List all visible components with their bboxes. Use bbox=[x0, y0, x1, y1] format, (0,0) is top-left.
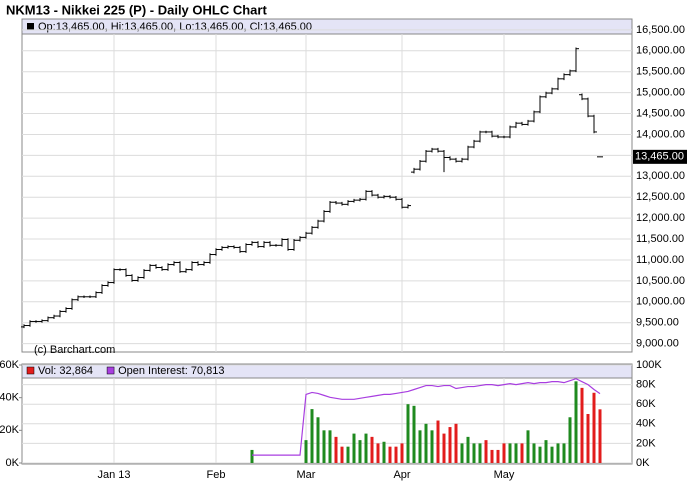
volume-bar bbox=[598, 409, 602, 463]
y-tick-label: 0K bbox=[6, 457, 20, 469]
volume-bar bbox=[532, 443, 536, 463]
volume-bar bbox=[508, 443, 512, 463]
last-price-label: 13,465.00 bbox=[635, 151, 684, 163]
y-tick-label: 10,000.00 bbox=[636, 296, 685, 308]
y-tick-label: 9,000.00 bbox=[636, 338, 679, 350]
volume-bar bbox=[556, 443, 560, 463]
volume-bar bbox=[328, 430, 332, 463]
y2-tick-label: 60K bbox=[636, 398, 656, 410]
volume-bar bbox=[424, 423, 428, 463]
info-text: Op:13,465.00, Hi:13,465.00, Lo:13,465.00… bbox=[38, 21, 312, 33]
source-text: (c) Barchart.com bbox=[34, 344, 115, 356]
volume-bar bbox=[340, 446, 344, 463]
volume-bar bbox=[388, 446, 392, 463]
plot-layer: 9,000.00 9,500.00 10,000.00 10,500.00 11,000… bbox=[0, 24, 687, 481]
volume-bar bbox=[352, 433, 356, 463]
price-panel bbox=[21, 18, 633, 353]
y-tick-label: 11,500.00 bbox=[636, 233, 684, 245]
legend-label: Open Interest: 70,813 bbox=[118, 365, 224, 377]
volume-bar bbox=[250, 449, 254, 463]
legend-swatch bbox=[26, 366, 35, 375]
volume-bar bbox=[418, 430, 422, 463]
volume-bar bbox=[442, 433, 446, 463]
volume-bar bbox=[334, 436, 338, 463]
y-tick-label: 16,000.00 bbox=[636, 45, 685, 57]
volume-bar bbox=[568, 417, 572, 463]
y-tick-label: 9,500.00 bbox=[636, 317, 679, 329]
x-tick-label: Apr bbox=[393, 469, 410, 481]
info-icon bbox=[27, 23, 34, 30]
x-tick-label: Mar bbox=[297, 469, 316, 481]
volume-bar bbox=[502, 443, 506, 463]
y-tick-label: 60K bbox=[0, 359, 20, 371]
volume-bar bbox=[412, 405, 416, 463]
volume-bar bbox=[562, 443, 566, 463]
volume-bar bbox=[592, 392, 596, 463]
volume-bar bbox=[448, 427, 452, 463]
volume-bar bbox=[370, 436, 374, 463]
volume-bar bbox=[538, 446, 542, 463]
volume-bar bbox=[322, 430, 326, 463]
y-tick-label: 16,500.00 bbox=[636, 24, 685, 36]
volume-bar bbox=[586, 414, 590, 463]
volume-bar bbox=[400, 443, 404, 463]
volume-bar bbox=[454, 423, 458, 463]
y2-tick-label: 80K bbox=[636, 379, 656, 391]
volume-bar bbox=[460, 443, 464, 463]
y-tick-label: 15,500.00 bbox=[636, 66, 685, 78]
volume-bar bbox=[376, 443, 380, 463]
volume-bar bbox=[304, 440, 308, 463]
y-tick-label: 15,000.00 bbox=[636, 87, 685, 99]
y-tick-label: 12,000.00 bbox=[636, 212, 685, 224]
volume-bar bbox=[496, 449, 500, 463]
y-tick-label: 14,000.00 bbox=[636, 128, 685, 140]
y-tick-label: 10,500.00 bbox=[636, 275, 685, 287]
volume-bar bbox=[466, 436, 470, 463]
chart-title: NKM13 - Nikkei 225 (P) - Daily OHLC Char… bbox=[6, 2, 267, 17]
volume-bar bbox=[544, 440, 548, 463]
volume-bar bbox=[382, 441, 386, 463]
volume-bar bbox=[358, 440, 362, 463]
volume-bar bbox=[316, 417, 320, 463]
volume-bar bbox=[478, 443, 482, 463]
volume-bar bbox=[430, 430, 434, 463]
y-tick-label: 11,000.00 bbox=[636, 254, 684, 266]
oi-line bbox=[252, 378, 601, 456]
volume-bar bbox=[550, 446, 554, 463]
volume-bar bbox=[574, 381, 578, 463]
volume-bar bbox=[436, 420, 440, 463]
y-tick-label: 12,500.00 bbox=[636, 191, 685, 203]
y-tick-label: 13,000.00 bbox=[636, 170, 685, 182]
volume-bar bbox=[514, 443, 518, 463]
legend-label: Vol: 32,864 bbox=[38, 365, 93, 377]
last-price-box bbox=[633, 149, 687, 164]
volume-bar bbox=[364, 433, 368, 463]
x-tick-label: Jan 13 bbox=[97, 469, 130, 481]
y2-tick-label: 0K bbox=[636, 457, 650, 469]
volume-bar bbox=[472, 443, 476, 463]
volume-bar bbox=[310, 409, 314, 463]
volume-bar bbox=[526, 430, 530, 463]
volume-bar bbox=[484, 440, 488, 463]
x-tick-label: Feb bbox=[207, 469, 226, 481]
volume-bar bbox=[580, 387, 584, 463]
volume-bar bbox=[394, 446, 398, 463]
y2-tick-label: 100K bbox=[636, 359, 662, 371]
y-tick-label: 40K bbox=[0, 392, 20, 404]
x-tick-label: May bbox=[494, 469, 515, 481]
volume-bar bbox=[346, 446, 350, 463]
volume-bar bbox=[520, 443, 524, 463]
y-tick-label: 20K bbox=[0, 424, 20, 436]
legend-swatch bbox=[106, 366, 115, 375]
y2-tick-label: 20K bbox=[636, 437, 656, 449]
y-tick-label: 14,500.00 bbox=[636, 107, 685, 119]
volume-bar bbox=[490, 449, 494, 463]
volume-panel bbox=[21, 363, 633, 465]
volume-header bbox=[21, 363, 633, 379]
volume-bar bbox=[406, 404, 410, 463]
y2-tick-label: 40K bbox=[636, 418, 656, 430]
